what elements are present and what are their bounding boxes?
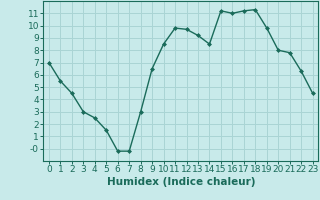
X-axis label: Humidex (Indice chaleur): Humidex (Indice chaleur) — [107, 177, 255, 187]
